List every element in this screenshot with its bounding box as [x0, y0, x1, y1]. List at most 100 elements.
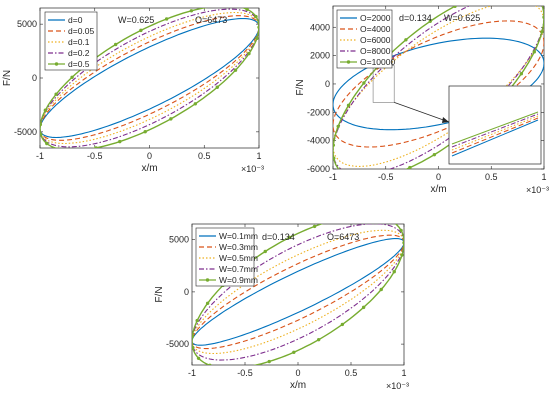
y-axis-label: F/N [154, 286, 165, 302]
series-marker [292, 350, 296, 354]
y-tick-label: 0 [184, 287, 189, 297]
series-line-W=0.5mm [192, 229, 404, 355]
x-tick-label: -0.5 [87, 151, 103, 161]
y-tick-label: 0 [325, 79, 330, 89]
y-tick-label: 4000 [310, 22, 330, 32]
x-tick-label: 0 [436, 172, 441, 182]
series-marker [432, 152, 437, 157]
series-line-W=0.7mm [192, 224, 404, 361]
series-line-d=0.1 [40, 11, 259, 145]
annotation: W=0.625 [444, 13, 480, 23]
legend: d=0d=0.05d=0.1d=0.2d=0.5 [44, 11, 98, 71]
series-marker [94, 146, 98, 148]
legend-label: W=0.9mm [219, 275, 258, 285]
series-marker [338, 168, 341, 169]
legend-label: O=4000 [360, 24, 391, 34]
series-marker [392, 270, 396, 274]
x-tick-label: -0.5 [237, 368, 253, 378]
series-marker [402, 241, 404, 245]
inset-line-O=2000 [451, 119, 539, 157]
series-marker [340, 322, 345, 327]
legend-label: W=0.3mm [219, 242, 258, 252]
series-marker [257, 25, 259, 29]
inset-line-O=6000 [451, 115, 539, 151]
series-marker [267, 359, 271, 364]
series-marker [193, 102, 198, 106]
series-marker [428, 19, 432, 23]
series-marker [233, 68, 238, 72]
annotation: d=0.134 [399, 13, 432, 23]
inset-line-O=10000 [451, 111, 539, 145]
series-marker [40, 122, 43, 127]
series-marker [399, 228, 403, 233]
series-marker [195, 318, 199, 323]
annotation: O=6473 [195, 15, 227, 25]
y-tick-label: 0 [32, 73, 37, 83]
x-tick-label: 1 [541, 172, 546, 182]
y-tick-label: 5000 [17, 19, 37, 29]
series-marker [361, 305, 366, 310]
series-marker [337, 217, 340, 220]
legend-label: d=0 [68, 15, 83, 25]
series-marker [316, 337, 321, 342]
inset-line-O=8000 [451, 113, 539, 148]
x-tick-label: -1 [36, 151, 44, 161]
series-marker [215, 85, 219, 89]
annotation: W=0.625 [118, 15, 154, 25]
y-tick-label: 2000 [310, 51, 330, 61]
y-tick-label: -2000 [307, 107, 330, 117]
series-marker [359, 214, 362, 217]
series-marker [169, 117, 173, 121]
series-marker [287, 235, 292, 240]
series-marker [205, 301, 210, 305]
legend-marker [346, 60, 351, 64]
series-marker [224, 367, 227, 370]
series-marker [312, 224, 317, 229]
x-tick-label: 0.5 [345, 368, 358, 378]
x-exponent-label: ×10⁻³ [241, 164, 264, 174]
y-tick-label: -6000 [307, 164, 330, 174]
x-tick-label: 0.5 [198, 151, 211, 161]
series-marker [196, 356, 201, 360]
series-marker [245, 8, 249, 12]
series-marker [346, 103, 351, 107]
series-marker [254, 14, 258, 19]
series-marker [247, 51, 251, 56]
y-axis-label: F/N [2, 70, 13, 86]
series-marker [213, 8, 215, 9]
legend-label: W=0.7mm [219, 264, 258, 274]
series-marker [379, 287, 383, 292]
series-marker [45, 141, 49, 146]
series-marker [540, 30, 544, 34]
plot-area [192, 214, 404, 370]
chart-panel-top-left: -1 -0.5 0 0.5 1 -5000 0 5000 x/m F/N ×10⁻³ d=0d=0.0… [2, 7, 264, 174]
legend-label: O=2000 [360, 13, 391, 23]
legend-label: d=0.2 [68, 48, 90, 58]
legend-label: d=0.05 [68, 26, 95, 36]
x-tick-label: 0 [147, 151, 152, 161]
series-line-W=0.3mm [192, 234, 404, 350]
legend-label: W=0.1mm [219, 231, 258, 241]
series-marker [333, 156, 336, 160]
series-marker [40, 132, 43, 137]
series-marker [362, 81, 366, 85]
series-marker [143, 130, 147, 134]
zoom-arrow [394, 102, 450, 123]
series-line-W=0.1mm [192, 238, 404, 346]
series-marker [54, 92, 58, 96]
series-marker [532, 50, 537, 54]
x-tick-label: 0 [295, 368, 300, 378]
series-marker [118, 139, 122, 144]
x-exponent-label: ×10⁻³ [526, 185, 549, 195]
x-tick-label: -1 [188, 368, 196, 378]
series-marker [263, 249, 267, 254]
series-marker [400, 253, 404, 257]
series-marker [408, 165, 412, 169]
legend-box [44, 11, 98, 71]
series-marker [539, 1, 542, 4]
plot-area [40, 8, 259, 148]
series-marker [377, 215, 380, 218]
series-marker [404, 38, 408, 42]
x-tick-label: 1 [256, 151, 261, 161]
